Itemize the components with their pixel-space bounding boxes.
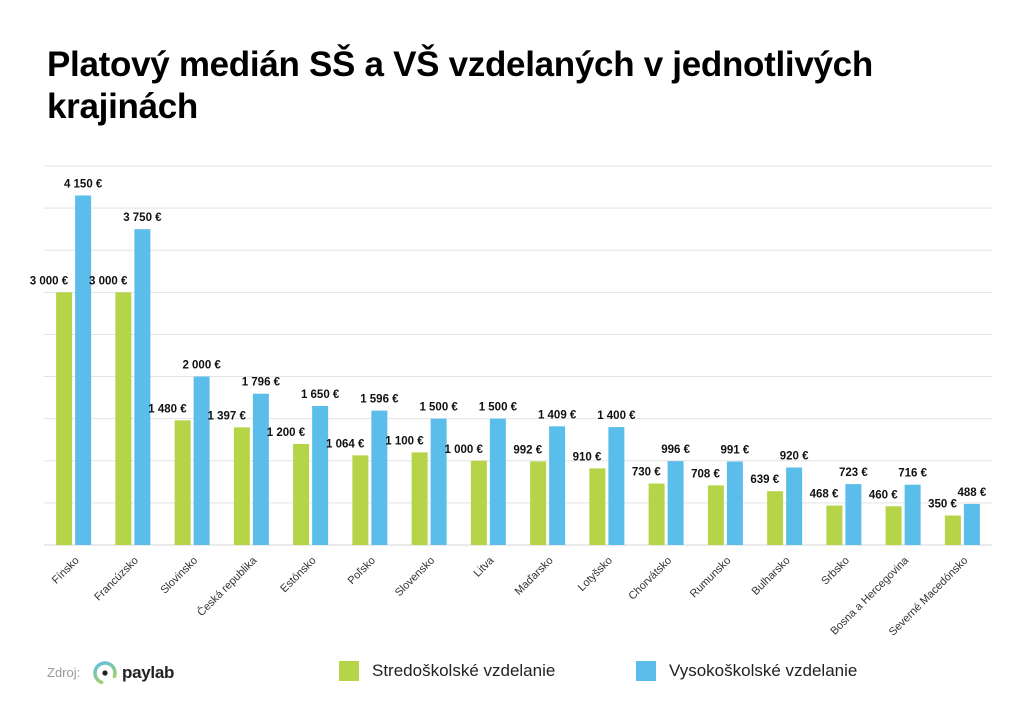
bar-ss-4 bbox=[293, 443, 310, 545]
value-label-vs-5: 1 596 € bbox=[360, 394, 399, 406]
bar-ss-15 bbox=[944, 515, 961, 545]
bar-ss-10 bbox=[648, 483, 665, 545]
value-label-vs-3: 1 796 € bbox=[242, 377, 281, 389]
legend-swatch-ss bbox=[339, 661, 359, 681]
paylab-logo-icon bbox=[93, 661, 117, 685]
value-label-ss-1: 3 000 € bbox=[89, 275, 128, 287]
value-label-vs-7: 1 500 € bbox=[479, 402, 518, 414]
bar-vs-11 bbox=[726, 461, 743, 545]
value-label-ss-0: 3 000 € bbox=[30, 275, 69, 287]
value-label-ss-14: 460 € bbox=[869, 489, 898, 501]
value-label-ss-4: 1 200 € bbox=[267, 427, 306, 439]
value-label-vs-11: 991 € bbox=[720, 445, 749, 457]
bar-ss-11 bbox=[707, 485, 724, 545]
bar-ss-1 bbox=[115, 292, 132, 545]
value-label-vs-14: 716 € bbox=[898, 468, 927, 480]
value-label-vs-13: 723 € bbox=[839, 467, 868, 479]
value-label-ss-6: 1 100 € bbox=[385, 435, 424, 447]
value-label-ss-7: 1 000 € bbox=[445, 444, 484, 456]
value-label-vs-10: 996 € bbox=[661, 444, 690, 456]
legend-item-vs: Vysokoškolské vzdelanie bbox=[636, 661, 857, 681]
category-label: Chorvátsko bbox=[626, 555, 674, 603]
bar-vs-8 bbox=[549, 426, 566, 545]
category-label: Estónsko bbox=[278, 555, 318, 595]
category-label: Francúzsko bbox=[92, 555, 141, 604]
value-labels: 3 000 € 4 150 € 3 000 € 3 750 € 1 480 € 2 000… bbox=[30, 178, 987, 510]
legend-label-ss: Stredoškolské vzdelanie bbox=[372, 661, 556, 680]
bar-ss-7 bbox=[470, 460, 487, 545]
value-label-ss-10: 730 € bbox=[632, 467, 661, 479]
legend-item-ss: Stredoškolské vzdelanie bbox=[339, 661, 555, 681]
logo-text: paylab bbox=[122, 663, 175, 682]
value-label-vs-15: 488 € bbox=[957, 487, 986, 499]
bar-ss-8 bbox=[530, 461, 547, 545]
value-label-vs-1: 3 750 € bbox=[123, 212, 162, 224]
value-label-ss-9: 910 € bbox=[573, 451, 602, 463]
bar-vs-15 bbox=[963, 503, 980, 545]
bar-ss-3 bbox=[233, 427, 250, 545]
bar-vs-13 bbox=[845, 484, 862, 545]
category-label: Srbsko bbox=[819, 555, 852, 588]
value-label-ss-3: 1 397 € bbox=[208, 410, 247, 422]
bar-vs-10 bbox=[667, 461, 684, 545]
bar-chart: 3 000 € 4 150 € 3 000 € 3 750 € 1 480 € 2 000… bbox=[30, 165, 992, 638]
legend-swatch-vs bbox=[636, 661, 656, 681]
value-label-ss-2: 1 480 € bbox=[148, 403, 187, 415]
value-label-vs-2: 2 000 € bbox=[182, 360, 221, 372]
value-label-vs-6: 1 500 € bbox=[419, 402, 458, 414]
bar-vs-3 bbox=[252, 393, 269, 545]
category-label: Litva bbox=[472, 554, 498, 580]
value-label-vs-4: 1 650 € bbox=[301, 389, 340, 401]
bar-vs-0 bbox=[75, 195, 92, 545]
bars bbox=[56, 195, 980, 545]
chart-title: Platový medián SŠ a VŠ vzdelaných v jedn… bbox=[47, 45, 873, 126]
bar-ss-13 bbox=[826, 505, 843, 545]
category-label: Lotyšsko bbox=[576, 555, 615, 594]
value-label-vs-8: 1 409 € bbox=[538, 409, 577, 421]
bar-vs-9 bbox=[608, 427, 625, 545]
source-label: Zdroj: bbox=[47, 665, 81, 680]
bar-ss-6 bbox=[411, 452, 428, 545]
category-label: Fínsko bbox=[50, 555, 82, 587]
category-label: Slovensko bbox=[393, 555, 437, 599]
bar-vs-12 bbox=[786, 467, 803, 545]
category-label: Česká republika bbox=[195, 553, 261, 619]
bar-ss-0 bbox=[56, 292, 73, 545]
bar-vs-4 bbox=[312, 406, 329, 545]
value-label-vs-12: 920 € bbox=[780, 451, 809, 463]
value-label-ss-5: 1 064 € bbox=[326, 438, 365, 450]
bar-ss-2 bbox=[174, 420, 191, 545]
legend-label-vs: Vysokoškolské vzdelanie bbox=[669, 661, 858, 680]
value-label-ss-13: 468 € bbox=[810, 489, 839, 501]
category-label: Poľsko bbox=[346, 555, 378, 587]
paylab-logo: paylab bbox=[92, 660, 174, 686]
bar-ss-5 bbox=[352, 455, 369, 545]
value-label-ss-12: 639 € bbox=[750, 474, 779, 486]
value-label-vs-9: 1 400 € bbox=[597, 410, 636, 422]
category-label: Maďarsko bbox=[513, 555, 556, 598]
value-label-vs-0: 4 150 € bbox=[64, 178, 103, 190]
bar-ss-12 bbox=[767, 491, 784, 545]
value-label-ss-11: 708 € bbox=[691, 468, 720, 480]
bar-vs-5 bbox=[371, 410, 388, 545]
bar-vs-1 bbox=[134, 229, 151, 545]
category-label: Bulharsko bbox=[750, 555, 793, 598]
value-label-ss-15: 350 € bbox=[928, 499, 957, 511]
bar-vs-6 bbox=[430, 418, 447, 545]
bar-vs-2 bbox=[193, 376, 210, 545]
value-label-ss-8: 992 € bbox=[513, 444, 542, 456]
bar-ss-14 bbox=[885, 506, 902, 545]
bar-vs-7 bbox=[489, 418, 506, 545]
category-label: Rumunsko bbox=[688, 555, 734, 601]
category-label: Slovinsko bbox=[158, 555, 200, 597]
bar-vs-14 bbox=[904, 484, 921, 545]
bar-ss-9 bbox=[589, 468, 606, 545]
